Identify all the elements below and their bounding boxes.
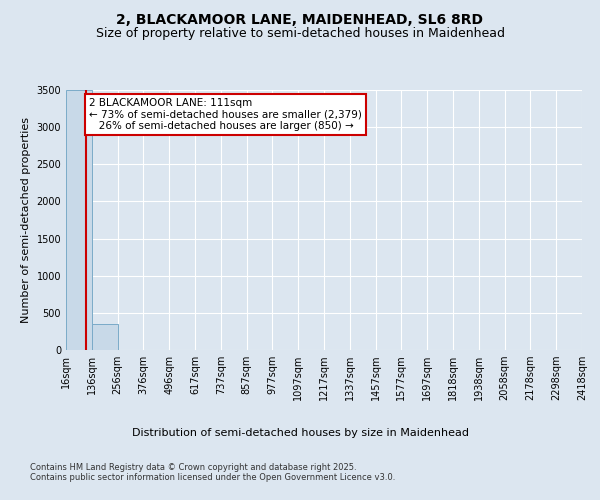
Y-axis label: Number of semi-detached properties: Number of semi-detached properties — [21, 117, 31, 323]
Text: Size of property relative to semi-detached houses in Maidenhead: Size of property relative to semi-detach… — [95, 28, 505, 40]
Text: 2 BLACKAMOOR LANE: 111sqm
← 73% of semi-detached houses are smaller (2,379)
   2: 2 BLACKAMOOR LANE: 111sqm ← 73% of semi-… — [89, 98, 362, 131]
Text: Contains HM Land Registry data © Crown copyright and database right 2025.
Contai: Contains HM Land Registry data © Crown c… — [30, 462, 395, 482]
Bar — [66, 90, 92, 350]
Text: 2, BLACKAMOOR LANE, MAIDENHEAD, SL6 8RD: 2, BLACKAMOOR LANE, MAIDENHEAD, SL6 8RD — [116, 12, 484, 26]
Bar — [92, 324, 118, 350]
Text: Distribution of semi-detached houses by size in Maidenhead: Distribution of semi-detached houses by … — [131, 428, 469, 438]
